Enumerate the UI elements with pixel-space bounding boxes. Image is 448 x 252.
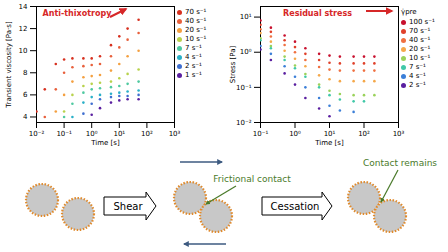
svg-text:10⁰: 10⁰ [86, 130, 98, 138]
svg-text:Frictional contact: Frictional contact [213, 174, 291, 184]
svg-text:10³: 10³ [169, 130, 181, 138]
svg-text:10: 10 [19, 47, 28, 55]
svg-text:10⁻²: 10⁻² [236, 119, 252, 127]
html-text:40 s⁻¹: 40 s⁻¹ [409, 36, 431, 44]
svg-text:12: 12 [19, 25, 28, 33]
html-text:2 s⁻¹: 2 s⁻¹ [409, 81, 426, 89]
html-text:40 s⁻¹: 40 s⁻¹ [185, 17, 207, 25]
svg-text:10⁻¹: 10⁻¹ [56, 130, 72, 138]
svg-text:10⁻²: 10⁻² [29, 130, 45, 138]
html-text:7 s⁻¹: 7 s⁻¹ [409, 63, 426, 71]
svg-text:10⁻¹: 10⁻¹ [253, 130, 269, 138]
svg-text:14: 14 [19, 3, 28, 11]
svg-text:10³: 10³ [393, 130, 405, 138]
html-text:2 s⁻¹: 2 s⁻¹ [185, 62, 202, 70]
svg-text:Shear: Shear [113, 201, 143, 212]
svg-text:Time [s]: Time [s] [90, 139, 120, 147]
html-text:4 s⁻¹: 4 s⁻¹ [409, 72, 426, 80]
svg-text:8: 8 [23, 69, 27, 77]
svg-text:10⁰: 10⁰ [289, 130, 301, 138]
svg-text:Residual stress: Residual stress [283, 9, 352, 18]
svg-text:Anti-thixotropy: Anti-thixotropy [43, 9, 113, 18]
svg-text:10¹: 10¹ [240, 13, 252, 21]
svg-text:Transient viscosity [Pa·s]: Transient viscosity [Pa·s] [5, 21, 13, 109]
svg-text:6: 6 [23, 91, 28, 99]
svg-text:Time [s]: Time [s] [314, 139, 344, 147]
html-text:10 s⁻¹: 10 s⁻¹ [409, 54, 431, 62]
html-text:γ̇pre: γ̇pre [401, 8, 417, 16]
svg-text:Stress [Pa]: Stress [Pa] [229, 46, 237, 84]
html-text:1 s⁻¹: 1 s⁻¹ [185, 71, 202, 79]
html-text:10 s⁻¹: 10 s⁻¹ [185, 35, 207, 43]
html-text:70 s⁻¹: 70 s⁻¹ [185, 8, 207, 16]
html-text:4 s⁻¹: 4 s⁻¹ [185, 53, 202, 61]
svg-text:10²: 10² [141, 130, 153, 138]
svg-text:Cessation: Cessation [271, 201, 320, 212]
svg-text:4: 4 [23, 113, 28, 121]
svg-text:10¹: 10¹ [324, 130, 336, 138]
html-text:20 s⁻¹: 20 s⁻¹ [185, 26, 207, 34]
svg-text:10²: 10² [358, 130, 370, 138]
html-text:100 s⁻¹: 100 s⁻¹ [409, 18, 435, 26]
svg-text:10⁻¹: 10⁻¹ [236, 84, 252, 92]
svg-text:Contact remains: Contact remains [363, 158, 437, 168]
svg-text:10⁰: 10⁰ [240, 48, 252, 56]
html-text:20 s⁻¹: 20 s⁻¹ [409, 45, 431, 53]
html-text:7 s⁻¹: 7 s⁻¹ [185, 44, 202, 52]
html-text:70 s⁻¹: 70 s⁻¹ [409, 27, 431, 35]
svg-text:10¹: 10¹ [113, 130, 125, 138]
